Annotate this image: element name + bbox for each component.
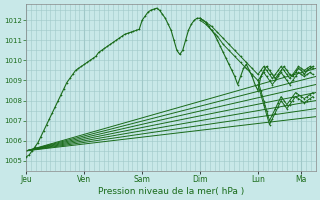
X-axis label: Pression niveau de la mer( hPa ): Pression niveau de la mer( hPa ): [98, 187, 244, 196]
